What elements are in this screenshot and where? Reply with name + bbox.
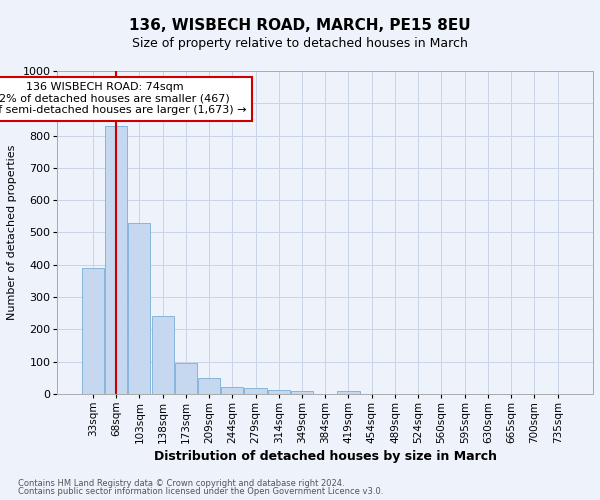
Bar [198, 378, 220, 394]
Text: Contains HM Land Registry data © Crown copyright and database right 2024.: Contains HM Land Registry data © Crown c… [18, 478, 344, 488]
Bar [221, 387, 244, 394]
Bar [291, 391, 313, 394]
Text: 136, WISBECH ROAD, MARCH, PE15 8EU: 136, WISBECH ROAD, MARCH, PE15 8EU [129, 18, 471, 32]
Text: Size of property relative to detached houses in March: Size of property relative to detached ho… [132, 38, 468, 51]
X-axis label: Distribution of detached houses by size in March: Distribution of detached houses by size … [154, 450, 497, 463]
Bar [105, 126, 127, 394]
Text: 136 WISBECH ROAD: 74sqm
← 22% of detached houses are smaller (467)
77% of semi-d: 136 WISBECH ROAD: 74sqm ← 22% of detache… [0, 82, 246, 116]
Bar [268, 390, 290, 394]
Text: Contains public sector information licensed under the Open Government Licence v3: Contains public sector information licen… [18, 487, 383, 496]
Bar [128, 223, 151, 394]
Y-axis label: Number of detached properties: Number of detached properties [7, 145, 17, 320]
Bar [82, 268, 104, 394]
Bar [244, 388, 266, 394]
Bar [152, 316, 173, 394]
Bar [175, 364, 197, 394]
Bar [337, 391, 359, 394]
